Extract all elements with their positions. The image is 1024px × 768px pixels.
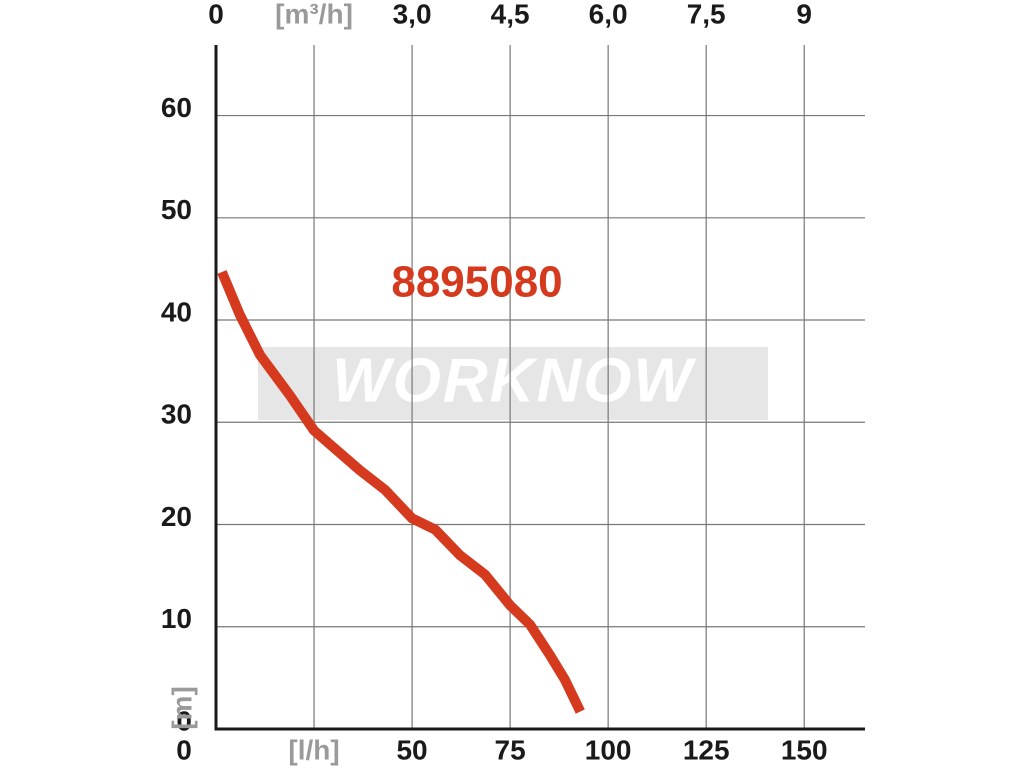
- x2-tick-label: [m³/h]: [275, 0, 353, 29]
- x2-tick-label: 3,0: [393, 0, 432, 29]
- x-tick-label: 125: [683, 734, 730, 765]
- x2-tick-label: 0: [208, 0, 224, 29]
- curve: [217, 270, 585, 714]
- y-axis-label: [m]: [166, 686, 197, 730]
- x-tick-label: 50: [396, 734, 427, 765]
- y-tick-label: 40: [161, 296, 192, 327]
- series-label: 8895080: [391, 258, 562, 307]
- y-tick-label: 30: [161, 399, 192, 430]
- x2-tick-label: 6,0: [589, 0, 628, 29]
- x-tick-label: 75: [495, 734, 526, 765]
- x2-tick-label: 7,5: [687, 0, 726, 29]
- x2-tick-label: 9: [796, 0, 812, 29]
- y-tick-label: 50: [161, 194, 192, 225]
- y-tick-label: 20: [161, 501, 192, 532]
- watermark: WORKNOW: [332, 346, 696, 415]
- y-tick-label: 10: [161, 603, 192, 634]
- x-tick-label: 0: [176, 734, 192, 765]
- watermark-box: [258, 347, 768, 420]
- x2-tick-label: 4,5: [491, 0, 530, 29]
- x-tick-label: 150: [781, 734, 828, 765]
- y-tick-label: 60: [161, 92, 192, 123]
- y-tick-label: 0: [176, 705, 192, 736]
- x-tick-label: [l/h]: [288, 734, 339, 765]
- x-tick-label: 100: [585, 734, 632, 765]
